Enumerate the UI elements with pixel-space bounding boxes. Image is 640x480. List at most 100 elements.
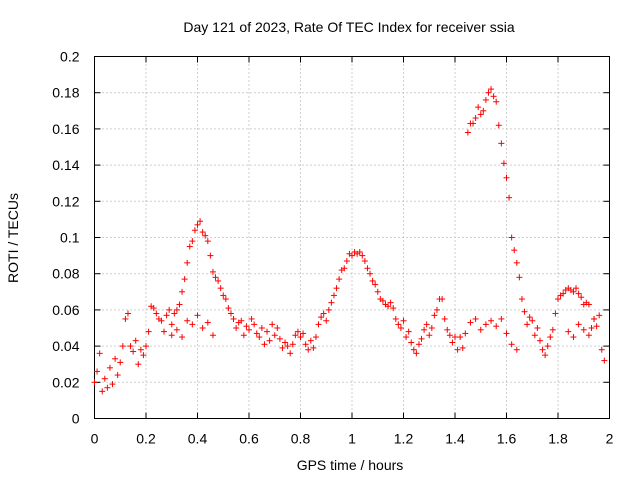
data-point bbox=[387, 299, 394, 306]
data-point bbox=[516, 274, 523, 281]
data-point bbox=[349, 252, 355, 259]
data-point bbox=[529, 317, 536, 324]
data-point bbox=[508, 341, 515, 348]
data-point bbox=[552, 310, 559, 317]
data-point bbox=[482, 321, 489, 328]
data-point bbox=[330, 292, 337, 299]
data-point bbox=[158, 317, 165, 324]
data-point bbox=[209, 332, 216, 339]
x-tick-label: 1 bbox=[348, 431, 356, 447]
data-point bbox=[457, 334, 464, 341]
data-point bbox=[467, 319, 474, 326]
data-point bbox=[341, 265, 348, 272]
data-point bbox=[282, 339, 289, 346]
data-point bbox=[372, 281, 379, 288]
data-point bbox=[233, 325, 240, 331]
data-point bbox=[418, 335, 425, 342]
y-tick-label: 0.16 bbox=[52, 121, 79, 137]
data-point bbox=[276, 335, 283, 342]
data-point bbox=[367, 270, 374, 277]
data-point bbox=[513, 346, 520, 353]
data-point bbox=[119, 343, 126, 350]
data-point bbox=[181, 276, 188, 283]
data-point bbox=[297, 334, 304, 341]
data-point bbox=[140, 352, 147, 359]
x-tick-label: 0.4 bbox=[188, 431, 208, 447]
data-point bbox=[580, 326, 587, 333]
data-point bbox=[449, 339, 456, 346]
x-tick-label: 1.4 bbox=[445, 431, 465, 447]
axis-ticks bbox=[94, 56, 610, 419]
data-point bbox=[498, 315, 505, 322]
data-point bbox=[104, 384, 111, 391]
data-point bbox=[392, 315, 399, 322]
data-point bbox=[204, 238, 211, 245]
y-tick-label: 0.1 bbox=[60, 230, 80, 246]
data-point bbox=[184, 317, 191, 324]
data-point bbox=[258, 325, 265, 331]
y-tick-label: 0.14 bbox=[52, 157, 79, 173]
data-point bbox=[441, 315, 448, 322]
data-point bbox=[101, 375, 108, 382]
data-point bbox=[369, 277, 376, 284]
data-point bbox=[601, 357, 608, 364]
data-point bbox=[503, 330, 510, 337]
data-point bbox=[153, 310, 160, 317]
data-point bbox=[493, 323, 500, 330]
data-point bbox=[333, 285, 340, 292]
data-point bbox=[227, 310, 234, 317]
data-point bbox=[197, 218, 204, 225]
data-point bbox=[560, 290, 567, 297]
data-point bbox=[194, 312, 201, 319]
data-point bbox=[109, 381, 116, 388]
data-point bbox=[222, 296, 229, 303]
data-point bbox=[521, 308, 528, 315]
data-point bbox=[498, 140, 505, 147]
data-point bbox=[575, 321, 582, 328]
data-point bbox=[143, 343, 149, 350]
data-point bbox=[343, 258, 350, 265]
data-point bbox=[215, 277, 222, 284]
data-point bbox=[578, 294, 585, 301]
data-point bbox=[173, 306, 180, 313]
data-point bbox=[168, 332, 175, 339]
data-point bbox=[477, 326, 484, 333]
y-tick-label: 0.06 bbox=[52, 302, 79, 318]
data-point bbox=[385, 303, 392, 310]
data-point bbox=[565, 328, 572, 335]
data-point bbox=[452, 334, 458, 341]
data-point bbox=[431, 312, 438, 319]
data-point bbox=[132, 337, 139, 344]
data-point bbox=[91, 379, 98, 386]
y-tick-label: 0.2 bbox=[60, 49, 80, 65]
data-point bbox=[596, 312, 603, 319]
data-point bbox=[518, 296, 525, 303]
data-point bbox=[477, 111, 484, 118]
data-point bbox=[405, 328, 412, 335]
data-point bbox=[199, 229, 206, 236]
data-point bbox=[189, 321, 196, 328]
data-point bbox=[475, 104, 482, 111]
data-point bbox=[408, 339, 415, 346]
data-point bbox=[585, 301, 592, 308]
data-point bbox=[179, 288, 186, 295]
data-point bbox=[312, 334, 319, 341]
y-tick-label: 0.02 bbox=[52, 374, 79, 390]
data-point bbox=[168, 321, 175, 328]
data-point bbox=[508, 234, 515, 241]
data-point bbox=[94, 368, 101, 375]
data-point bbox=[544, 343, 551, 350]
data-point bbox=[302, 341, 309, 348]
data-point bbox=[207, 252, 214, 259]
data-point bbox=[444, 326, 451, 333]
data-point bbox=[163, 312, 170, 319]
data-point bbox=[220, 292, 227, 299]
data-point bbox=[379, 297, 386, 304]
chart-title: Day 121 of 2023, Rate Of TEC Index for r… bbox=[183, 19, 514, 35]
data-point bbox=[150, 305, 157, 312]
data-point bbox=[588, 325, 595, 331]
data-point bbox=[454, 346, 461, 353]
x-axis-label: GPS time / hours bbox=[297, 457, 404, 473]
data-point bbox=[539, 346, 546, 353]
